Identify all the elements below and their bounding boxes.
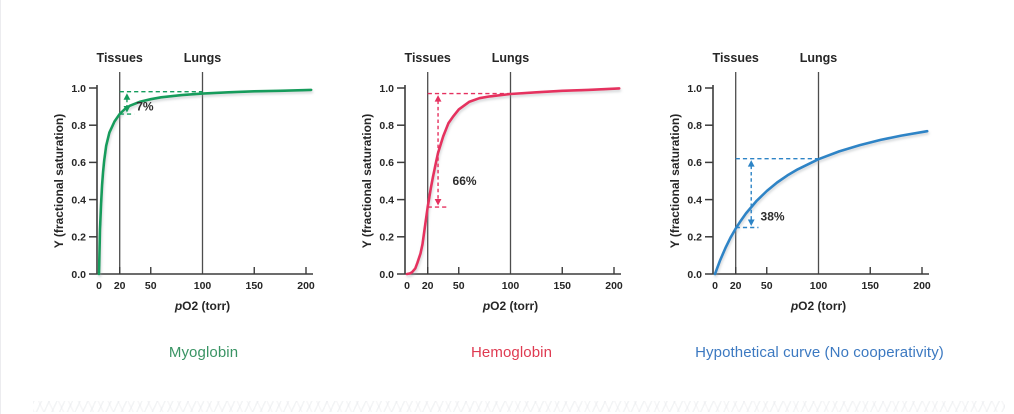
y-tick-label: 0.8 [71, 120, 86, 132]
y-tick-label: 0.4 [687, 194, 702, 206]
x-axis-title: pO2 (torr) [482, 299, 538, 313]
y-tick-label: 0.4 [71, 194, 86, 206]
y-tick-label: 0.0 [379, 269, 394, 281]
y-tick-label: 1.0 [687, 83, 702, 95]
lungs-label: Lungs [492, 51, 530, 65]
x-tick-label: 20 [422, 280, 434, 292]
tissues-label: Tissues [97, 51, 143, 65]
y-tick-label: 0.2 [71, 232, 86, 244]
y-tick-label: 1.0 [71, 83, 86, 95]
tissues-label: Tissues [713, 51, 759, 65]
x-tick-label: 0 [712, 280, 718, 292]
chart-panel-myoglobin: Tissues Lungs 0.0 0.2 0.4 0.6 0.8 1.0 0 20 50 100 15… [51, 48, 356, 361]
curve-path [97, 88, 313, 276]
y-tick-label: 0.2 [379, 232, 394, 244]
hemoglobin-plot: Tissues Lungs 0.0 0.2 0.4 0.6 0.8 1.0 0 20 50 100 15… [360, 51, 623, 313]
y-axis-title: Y (fractional saturation) [52, 114, 66, 248]
chart-caption-myoglobin: Myoglobin [168, 344, 239, 361]
x-tick-label: 100 [194, 280, 212, 292]
x-tick-label: 50 [453, 280, 465, 292]
curve-path [405, 87, 621, 276]
y-tick-label: 0.6 [379, 157, 394, 169]
hypothetical-plot: Tissues Lungs 0.0 0.2 0.4 0.6 0.8 1.0 0 20 50 100 15… [668, 51, 931, 313]
delivery-percent-label: 7% [136, 100, 154, 114]
x-tick-label: 150 [861, 280, 879, 292]
y-axis-title: Y (fractional saturation) [668, 114, 682, 248]
x-tick-label: 0 [404, 280, 410, 292]
charts-row: Tissues Lungs 0.0 0.2 0.4 0.6 0.8 1.0 0 20 50 100 15… [1, 0, 1014, 361]
x-tick-label: 50 [761, 280, 773, 292]
delta-arrowhead-down [123, 106, 131, 113]
lungs-label: Lungs [800, 51, 838, 65]
x-tick-label: 0 [96, 280, 102, 292]
y-tick-label: 1.0 [379, 83, 394, 95]
delta-arrowhead-up [747, 160, 755, 167]
y-tick-label: 0.0 [71, 269, 86, 281]
x-tick-label: 50 [145, 280, 157, 292]
x-tick-label: 150 [553, 280, 571, 292]
y-tick-label: 0.6 [687, 157, 702, 169]
x-tick-label: 150 [245, 280, 263, 292]
x-tick-label: 200 [913, 280, 931, 292]
x-tick-label: 20 [730, 280, 742, 292]
delta-arrowhead-down [747, 219, 755, 226]
x-tick-label: 100 [502, 280, 520, 292]
y-tick-label: 0.2 [687, 232, 702, 244]
tissues-label: Tissues [405, 51, 451, 65]
chart-caption-hemoglobin: Hemoglobin [470, 344, 553, 361]
x-tick-label: 200 [297, 280, 315, 292]
x-tick-label: 100 [810, 280, 828, 292]
chart-panel-hypothetical: Tissues Lungs 0.0 0.2 0.4 0.6 0.8 1.0 0 20 50 100 15… [667, 48, 972, 361]
y-tick-label: 0.4 [379, 194, 394, 206]
delta-arrowhead-down [434, 199, 442, 206]
lungs-label: Lungs [184, 51, 222, 65]
delivery-percent-label: 38% [761, 209, 785, 223]
x-tick-label: 200 [605, 280, 623, 292]
y-tick-label: 0.6 [71, 157, 86, 169]
delta-arrowhead-up [123, 93, 131, 100]
torn-edge-pattern [33, 401, 1005, 412]
chart-caption-hypothetical: Hypothetical curve (No cooperativity) [695, 344, 944, 361]
y-tick-label: 0.8 [687, 120, 702, 132]
myoglobin-plot: Tissues Lungs 0.0 0.2 0.4 0.6 0.8 1.0 0 20 50 100 15… [52, 51, 315, 313]
y-axis-title: Y (fractional saturation) [360, 114, 374, 248]
curve-path [713, 129, 929, 276]
chart-panel-hemoglobin: Tissues Lungs 0.0 0.2 0.4 0.6 0.8 1.0 0 20 50 100 15… [359, 48, 664, 361]
x-axis-title: pO2 (torr) [174, 299, 230, 313]
y-tick-label: 0.0 [687, 269, 702, 281]
x-axis-title: pO2 (torr) [790, 299, 846, 313]
y-tick-label: 0.8 [379, 120, 394, 132]
delivery-percent-label: 66% [453, 174, 477, 188]
delta-arrowhead-up [434, 95, 442, 102]
x-tick-label: 20 [114, 280, 126, 292]
